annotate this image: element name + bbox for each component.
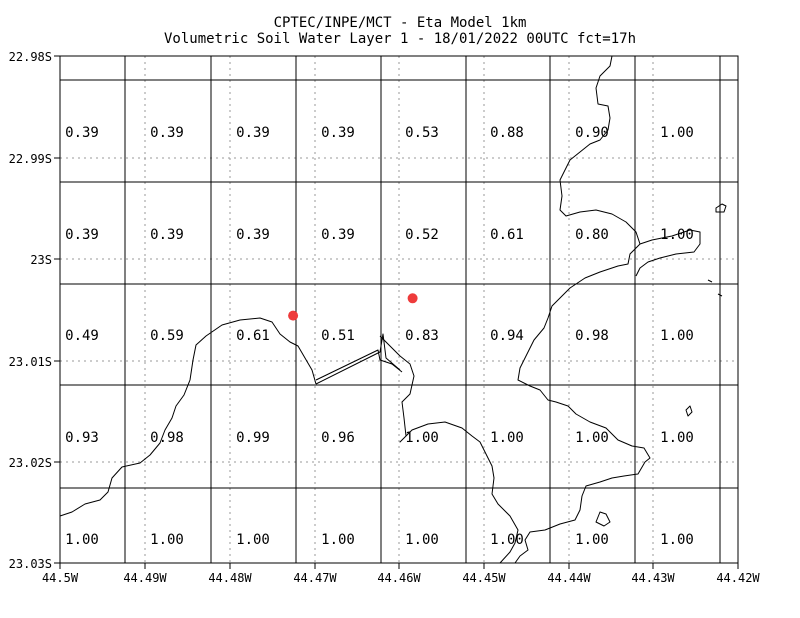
station-marker bbox=[407, 293, 418, 304]
island-4 bbox=[707, 279, 723, 297]
grid-value: 1.00 bbox=[321, 532, 355, 548]
coastline-northeast bbox=[559, 55, 641, 245]
x-tick-label: 44.45W bbox=[462, 571, 506, 585]
grid-value: 0.61 bbox=[490, 227, 524, 243]
island-3 bbox=[595, 511, 611, 527]
grid-value: 0.39 bbox=[150, 125, 184, 141]
grid-values: 0.39 0.39 0.39 0.39 0.53 0.88 0.90 1.00 … bbox=[65, 125, 694, 548]
grid-value: 0.59 bbox=[150, 328, 184, 344]
grid-value: 0.98 bbox=[150, 430, 184, 446]
tick-marks bbox=[54, 55, 739, 569]
grid-value: 0.98 bbox=[575, 328, 609, 344]
grid-value: 0.39 bbox=[65, 227, 99, 243]
grid-value: 1.00 bbox=[490, 532, 524, 548]
grid-value: 0.39 bbox=[150, 227, 184, 243]
x-tick-label: 44.43W bbox=[631, 571, 675, 585]
grid-value: 0.51 bbox=[321, 328, 355, 344]
grid-value: 0.52 bbox=[405, 227, 439, 243]
coastline-west bbox=[59, 317, 317, 517]
grid-value: 1.00 bbox=[490, 430, 524, 446]
x-axis-labels: 44.5W 44.49W 44.48W 44.47W 44.46W 44.45W… bbox=[42, 571, 761, 585]
grid-value: 1.00 bbox=[660, 430, 694, 446]
grid-value: 1.00 bbox=[236, 532, 270, 548]
grid-value: 0.96 bbox=[321, 430, 355, 446]
model-grid bbox=[60, 56, 738, 563]
grid-value: 0.83 bbox=[405, 328, 439, 344]
grid-value: 1.00 bbox=[150, 532, 184, 548]
grid-value: 0.93 bbox=[65, 430, 99, 446]
coastline bbox=[59, 55, 727, 564]
pier bbox=[315, 333, 403, 385]
grid-value: 0.39 bbox=[321, 125, 355, 141]
y-tick-label: 22.99S bbox=[9, 152, 52, 166]
grid-value: 0.88 bbox=[490, 125, 524, 141]
station-marker bbox=[288, 310, 299, 321]
grid-value: 0.99 bbox=[236, 430, 270, 446]
x-tick-label: 44.44W bbox=[547, 571, 591, 585]
grid-value: 1.00 bbox=[660, 532, 694, 548]
station-markers bbox=[288, 293, 418, 321]
y-tick-label: 22.98S bbox=[9, 50, 52, 64]
grid-value: 0.53 bbox=[405, 125, 439, 141]
title-line-2: Volumetric Soil Water Layer 1 - 18/01/20… bbox=[164, 31, 636, 47]
y-tick-label: 23.02S bbox=[9, 456, 52, 470]
grid-value: 1.00 bbox=[660, 328, 694, 344]
coastline-central bbox=[379, 335, 519, 564]
island-1 bbox=[715, 203, 727, 213]
y-axis-labels: 22.98S 22.99S 23S 23.01S 23.02S 23.03S bbox=[9, 50, 52, 571]
grid-value: 0.39 bbox=[65, 125, 99, 141]
grid-value: 0.94 bbox=[490, 328, 524, 344]
x-tick-label: 44.47W bbox=[293, 571, 337, 585]
grid-value: 1.00 bbox=[65, 532, 99, 548]
title-line-1: CPTEC/INPE/MCT - Eta Model 1km bbox=[274, 15, 527, 31]
grid-value: 1.00 bbox=[660, 227, 694, 243]
dotted-gridlines bbox=[60, 56, 738, 563]
y-tick-label: 23.01S bbox=[9, 355, 52, 369]
grid-value: 0.39 bbox=[236, 227, 270, 243]
grid-value: 1.00 bbox=[575, 430, 609, 446]
grid-value: 0.80 bbox=[575, 227, 609, 243]
x-tick-label: 44.48W bbox=[208, 571, 252, 585]
y-tick-label: 23.03S bbox=[9, 557, 52, 571]
x-tick-label: 44.42W bbox=[716, 571, 760, 585]
grid-value: 1.00 bbox=[405, 532, 439, 548]
y-tick-label: 23S bbox=[30, 253, 52, 267]
coastline-east bbox=[514, 229, 701, 564]
grid-value: 0.61 bbox=[236, 328, 270, 344]
grid-value: 0.39 bbox=[236, 125, 270, 141]
grid-value: 1.00 bbox=[405, 430, 439, 446]
grid-value: 0.39 bbox=[321, 227, 355, 243]
grid-value: 1.00 bbox=[660, 125, 694, 141]
grid-value: 1.00 bbox=[575, 532, 609, 548]
x-tick-label: 44.49W bbox=[123, 571, 167, 585]
grid-value: 0.49 bbox=[65, 328, 99, 344]
grid-value: 0.90 bbox=[575, 125, 609, 141]
island-2 bbox=[685, 405, 693, 417]
x-tick-label: 44.46W bbox=[377, 571, 421, 585]
x-tick-label: 44.5W bbox=[42, 571, 79, 585]
